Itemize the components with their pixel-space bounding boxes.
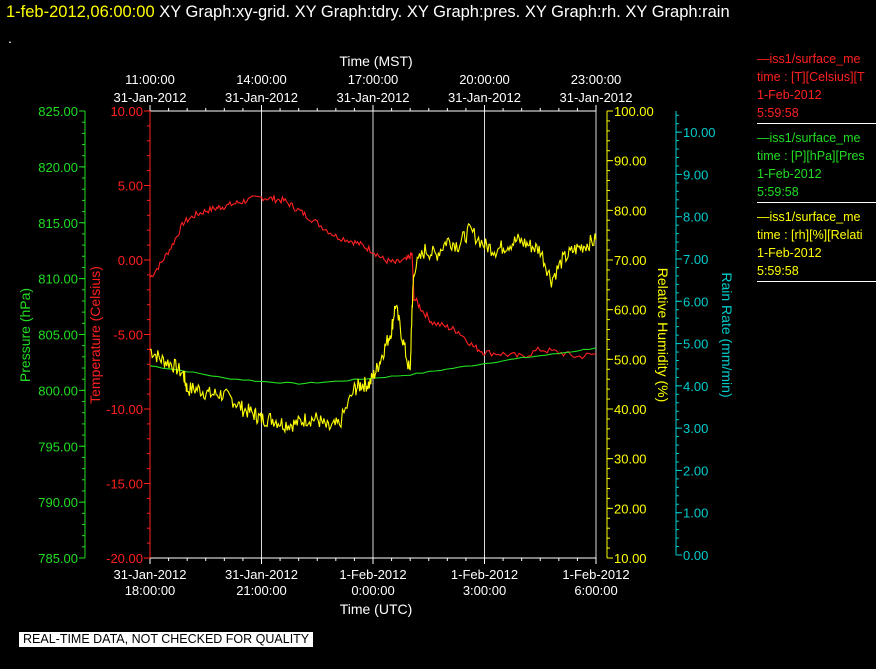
x-tick-label: 0:00:00: [351, 583, 394, 598]
legend-vars: time : [rh][%][Relati: [757, 228, 863, 242]
temperature-tick-label: 10.00: [110, 104, 143, 119]
temperature-tick-label: -10.00: [106, 402, 143, 417]
rain-tick-label: 7.00: [683, 252, 708, 267]
humidity-series-line: [149, 222, 597, 434]
x-top-tick-label: 31-Jan-2012: [337, 90, 410, 105]
x-tick-label: 3:00:00: [463, 583, 506, 598]
legend-vars: time : [T][Celsius][T: [757, 70, 865, 84]
rain-tick-label: 1.00: [683, 506, 708, 521]
temperature-tick-label: -5.00: [113, 328, 143, 343]
rain-tick-label: 10.00: [683, 125, 716, 140]
graph-list: XY Graph:xy-grid. XY Graph:tdry. XY Grap…: [154, 3, 730, 21]
legend-item-pressure[interactable]: —iss1/surface_me time : [P][hPa][Pres 1-…: [757, 129, 876, 203]
x-tick-label: 1-Feb-2012: [562, 567, 629, 582]
rain-tick-label: 0.00: [683, 548, 708, 563]
legend-series: —iss1/surface_me: [757, 210, 861, 224]
legend-series: —iss1/surface_me: [757, 131, 861, 145]
x-top-tick-label: 14:00:00: [236, 72, 287, 87]
legend-date: 1-Feb-2012: [757, 88, 822, 102]
humidity-tick-label: 100.00: [614, 104, 654, 119]
header-title-bar: 1-feb-2012,06:00:00 XY Graph:xy-grid. XY…: [6, 2, 730, 22]
timestamp: 1-feb-2012,06:00:00: [6, 3, 155, 21]
pressure-tick-label: 810.00: [38, 272, 78, 287]
dot-marker: .: [8, 30, 12, 46]
pressure-tick-label: 820.00: [38, 160, 78, 175]
x-top-tick-label: 20:00:00: [459, 72, 510, 87]
temperature-tick-label: 5.00: [118, 179, 143, 194]
rain-tick-label: 6.00: [683, 294, 708, 309]
rain-tick-label: 5.00: [683, 337, 708, 352]
legend-item-temperature[interactable]: —iss1/surface_me time : [T][Celsius][T 1…: [757, 50, 876, 124]
rain-tick-label: 3.00: [683, 421, 708, 436]
rain-tick-label: 4.00: [683, 379, 708, 394]
quality-warning: REAL-TIME DATA, NOT CHECKED FOR QUALITY: [19, 632, 314, 647]
rain-tick-label: 2.00: [683, 463, 708, 478]
humidity-tick-label: 70.00: [614, 253, 647, 268]
x-tick-label: 6:00:00: [574, 583, 617, 598]
temperature-tick-label: 0.00: [118, 253, 143, 268]
legend: —iss1/surface_me time : [T][Celsius][T 1…: [757, 50, 876, 287]
pressure-tick-label: 785.00: [38, 551, 78, 566]
x-tick-label: 1-Feb-2012: [339, 567, 406, 582]
x-top-tick-label: 31-Jan-2012: [114, 90, 187, 105]
x-top-tick-label: 31-Jan-2012: [560, 90, 633, 105]
rain-tick-label: 8.00: [683, 210, 708, 225]
humidity-tick-label: 80.00: [614, 203, 647, 218]
humidity-tick-label: 90.00: [614, 154, 647, 169]
x-tick-label: 1-Feb-2012: [451, 567, 518, 582]
humidity-tick-label: 40.00: [614, 402, 647, 417]
legend-date: 1-Feb-2012: [757, 167, 822, 181]
temperature-tick-label: -15.00: [106, 477, 143, 492]
x-top-tick-label: 23:00:00: [571, 72, 622, 87]
humidity-tick-label: 30.00: [614, 452, 647, 467]
temperature-axis-title: Temperature (Celsius): [87, 266, 103, 404]
pressure-tick-label: 790.00: [38, 495, 78, 510]
x-top-tick-label: 31-Jan-2012: [225, 90, 298, 105]
humidity-axis-title: Relative Humidity (%): [655, 268, 671, 403]
x-tick-label: 31-Jan-2012: [225, 567, 298, 582]
humidity-tick-label: 10.00: [614, 551, 647, 566]
pressure-tick-label: 800.00: [38, 383, 78, 398]
temperature-tick-label: -20.00: [106, 551, 143, 566]
legend-vars: time : [P][hPa][Pres: [757, 149, 865, 163]
x-tick-label: 21:00:00: [236, 583, 287, 598]
legend-series: —iss1/surface_me: [757, 52, 861, 66]
humidity-tick-label: 50.00: [614, 352, 647, 367]
legend-time: 5:59:58: [757, 185, 799, 199]
x-tick-label: 18:00:00: [125, 583, 176, 598]
x-tick-label: 31-Jan-2012: [114, 567, 187, 582]
rain-axis-title: Rain Rate (mm/min): [719, 272, 735, 397]
humidity-tick-label: 20.00: [614, 501, 647, 516]
pressure-axis-title: Pressure (hPa): [17, 288, 33, 382]
legend-item-humidity[interactable]: —iss1/surface_me time : [rh][%][Relati 1…: [757, 208, 876, 282]
humidity-tick-label: 60.00: [614, 303, 647, 318]
legend-date: 1-Feb-2012: [757, 246, 822, 260]
x-top-tick-label: 11:00:00: [125, 72, 175, 87]
pressure-tick-label: 795.00: [38, 439, 78, 454]
x-top-tick-label: 31-Jan-2012: [448, 90, 521, 105]
rain-tick-label: 9.00: [683, 167, 708, 182]
temperature-series-line: [149, 193, 597, 360]
x-top-axis-title: Time (MST): [339, 53, 412, 69]
x-axis-title: Time (UTC): [340, 601, 413, 617]
legend-time: 5:59:58: [757, 264, 799, 278]
pressure-tick-label: 815.00: [38, 216, 78, 231]
legend-time: 5:59:58: [757, 106, 799, 120]
pressure-tick-label: 805.00: [38, 328, 78, 343]
x-top-tick-label: 17:00:00: [348, 72, 399, 87]
pressure-tick-label: 825.00: [38, 104, 78, 119]
